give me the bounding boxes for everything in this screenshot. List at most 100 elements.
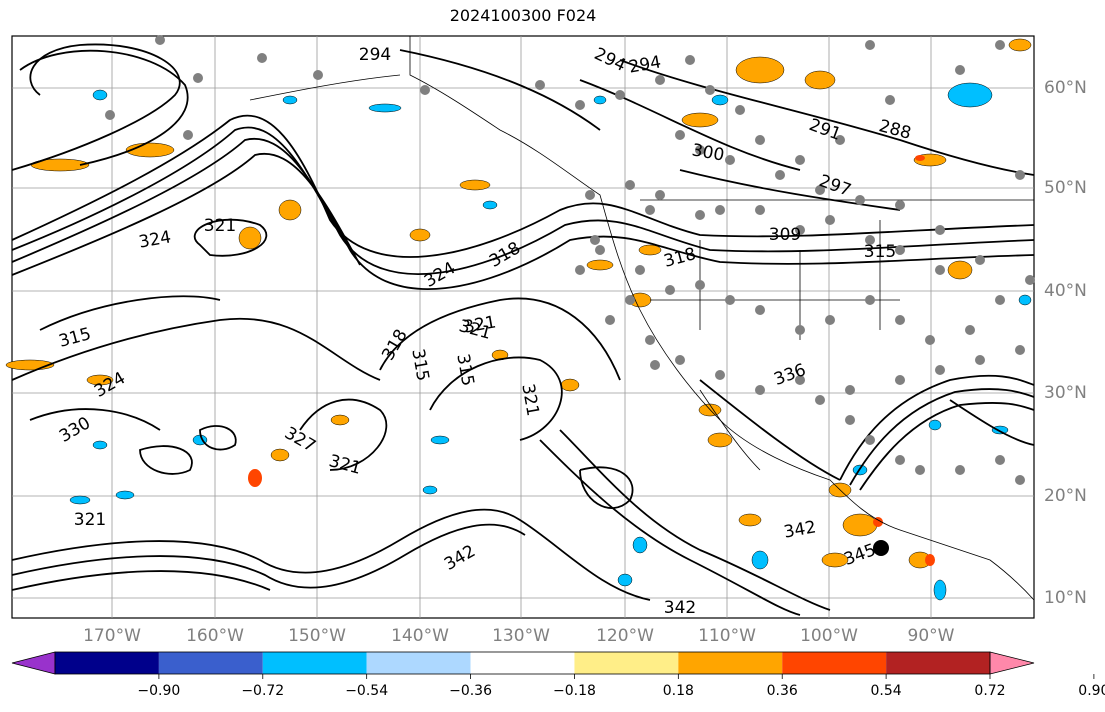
strong-positive-anomaly xyxy=(925,554,935,566)
negative-anomaly xyxy=(947,82,993,108)
station-dot xyxy=(895,200,905,210)
contour-label: 342 xyxy=(664,598,696,618)
station-dot xyxy=(575,100,585,110)
station-dot xyxy=(183,130,193,140)
station-dot xyxy=(1015,345,1025,355)
station-dot xyxy=(635,265,645,275)
negative-anomaly xyxy=(928,419,942,431)
station-dot xyxy=(650,360,660,370)
station-dot xyxy=(775,170,785,180)
colorbar-segment xyxy=(886,652,990,674)
negative-anomaly xyxy=(593,95,607,105)
station-dot xyxy=(585,190,595,200)
positive-anomaly xyxy=(330,414,350,426)
colorbar xyxy=(11,651,1095,679)
station-dot xyxy=(695,145,705,155)
station-dot xyxy=(955,65,965,75)
graticule xyxy=(12,36,1034,618)
station-dot xyxy=(895,375,905,385)
station-dot xyxy=(895,455,905,465)
negative-anomaly xyxy=(751,550,769,570)
colorbar-extend-low xyxy=(11,651,56,675)
station-dot xyxy=(975,255,985,265)
positive-anomaly xyxy=(278,199,302,221)
station-dot xyxy=(193,73,203,83)
positive-anomaly xyxy=(821,552,849,568)
contour-line xyxy=(429,356,563,441)
station-dot xyxy=(665,285,675,295)
contour-line xyxy=(379,297,621,381)
station-dot xyxy=(995,455,1005,465)
positive-anomaly xyxy=(842,513,878,537)
negative-anomaly xyxy=(92,440,108,450)
contour-line xyxy=(11,523,526,589)
contour-label: 309 xyxy=(769,225,801,245)
map-title: 2024100300 F024 xyxy=(449,6,597,25)
station-dot xyxy=(825,315,835,325)
station-dot xyxy=(755,305,765,315)
station-dot xyxy=(725,295,735,305)
station-dot xyxy=(895,315,905,325)
station-dot xyxy=(925,335,935,345)
positive-anomaly xyxy=(707,432,733,448)
colorbar-segment xyxy=(782,652,887,674)
contour-line xyxy=(139,445,193,475)
coastline-segment xyxy=(699,389,761,471)
positive-anomaly xyxy=(804,70,836,90)
contour-line xyxy=(11,43,181,171)
contour-line xyxy=(299,398,388,471)
station-dot xyxy=(845,415,855,425)
colorbar-tick-label: 0.54 xyxy=(870,683,902,699)
station-dot xyxy=(795,155,805,165)
station-dot xyxy=(735,105,745,115)
station-dot xyxy=(995,40,1005,50)
contour-line xyxy=(193,218,268,257)
contour-line xyxy=(11,126,1035,275)
negative-anomaly xyxy=(368,103,402,113)
positive-anomaly xyxy=(738,513,762,527)
theta-contours xyxy=(11,43,1035,616)
station-dot xyxy=(795,375,805,385)
positive-anomaly xyxy=(560,378,580,392)
positive-anomaly xyxy=(681,112,719,128)
station-dot xyxy=(615,90,625,100)
positive-anomaly xyxy=(1008,38,1032,52)
storm-marker xyxy=(873,540,889,556)
contour-line xyxy=(11,152,361,276)
positive-anomaly xyxy=(459,179,491,191)
negative-anomaly xyxy=(69,495,91,505)
station-dot xyxy=(1015,475,1025,485)
station-dot xyxy=(865,295,875,305)
positive-anomaly xyxy=(947,260,973,280)
strong-positive-anomaly xyxy=(248,469,262,487)
contour-line xyxy=(19,49,189,166)
station-dot xyxy=(815,395,825,405)
colorbar-segment xyxy=(366,652,471,674)
negative-anomaly xyxy=(482,200,498,210)
contour-line xyxy=(539,439,801,616)
station-dot xyxy=(885,95,895,105)
station-dot xyxy=(695,210,705,220)
station-dot xyxy=(695,280,705,290)
station-dot xyxy=(105,110,115,120)
station-dot xyxy=(1015,170,1025,180)
strong-positive-anomaly xyxy=(873,517,883,527)
positive-anomaly xyxy=(270,448,290,462)
contour-label: 294 xyxy=(359,45,391,65)
colorbar-tick-label: −0.72 xyxy=(241,683,285,699)
negative-anomaly xyxy=(92,89,108,101)
contour-line xyxy=(11,570,271,591)
station-dot xyxy=(755,205,765,215)
colorbar-segment xyxy=(574,652,679,674)
station-dot xyxy=(935,365,945,375)
station-dot xyxy=(935,265,945,275)
station-dot xyxy=(590,235,600,245)
longitude-label: 90°W xyxy=(907,626,955,646)
negative-anomaly xyxy=(933,579,947,601)
station-dot xyxy=(715,205,725,215)
colorbar-tick-label: −0.36 xyxy=(449,683,492,699)
station-dot xyxy=(705,85,715,95)
station-dot xyxy=(420,85,430,95)
colorbar-tick-label: 0.18 xyxy=(662,683,694,699)
positive-anomaly xyxy=(586,259,614,271)
